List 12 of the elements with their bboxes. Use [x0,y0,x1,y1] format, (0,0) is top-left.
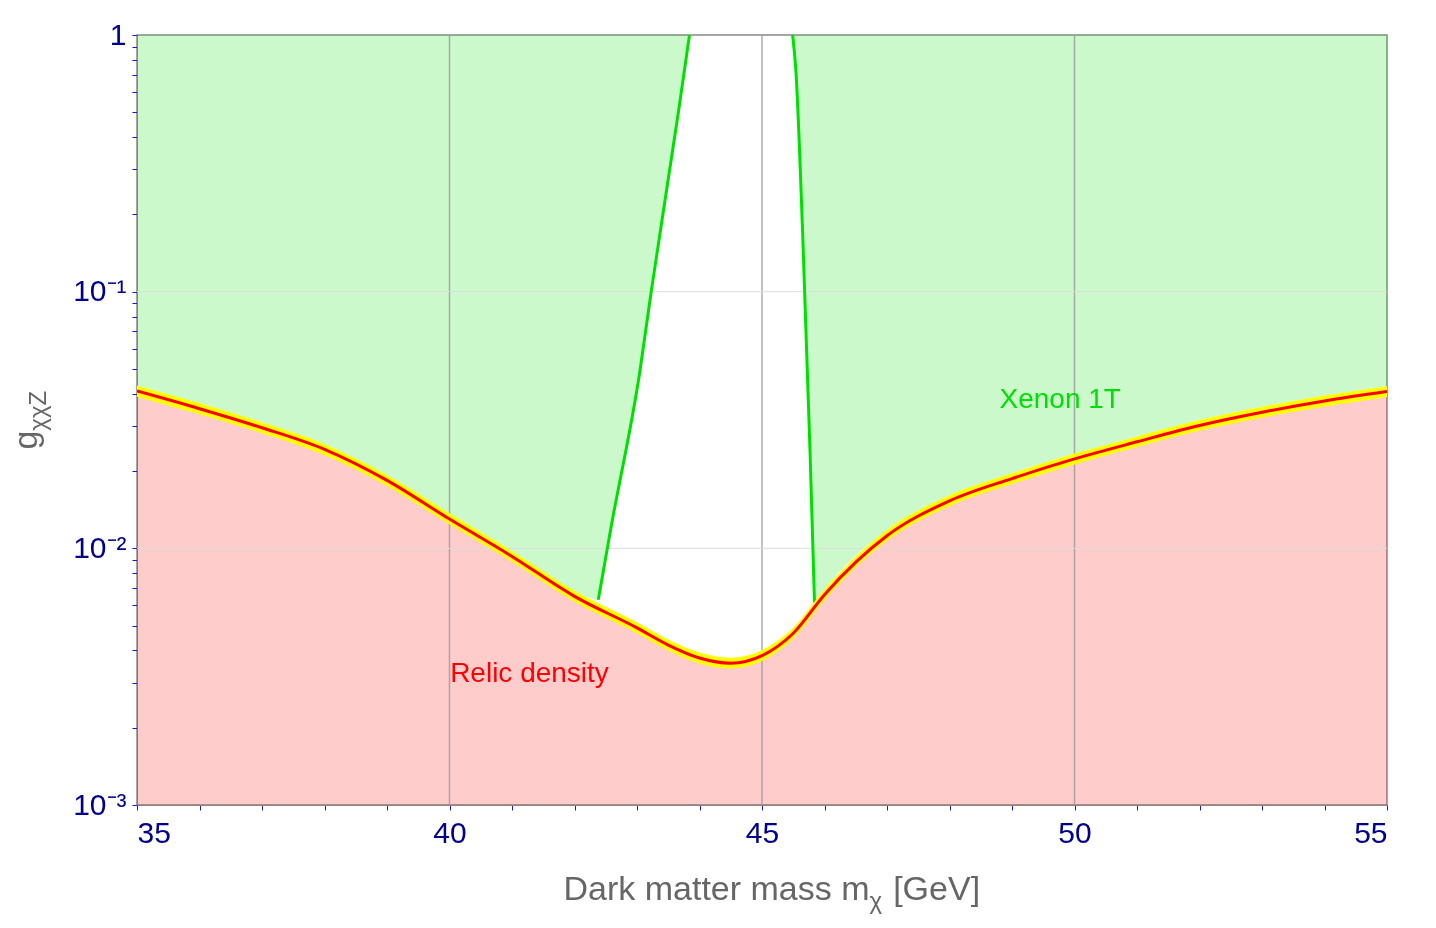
y-tick-label: 1 [109,17,127,51]
x-tick-label: 35 [137,815,171,849]
y-tick-label: 10⁻² [73,530,127,564]
y-tick-label: 10⁻¹ [73,274,127,308]
x-tick-label: 55 [1354,815,1388,849]
y-axis-title: gχχZ [6,390,51,450]
annotation: Xenon 1T [999,382,1121,414]
x-tick-label: 45 [745,815,780,849]
y-tick-label: 10⁻³ [73,787,127,821]
x-tick-label: 50 [1058,815,1092,849]
annotation: Relic density [450,657,609,689]
x-tick-label: 40 [433,815,467,849]
